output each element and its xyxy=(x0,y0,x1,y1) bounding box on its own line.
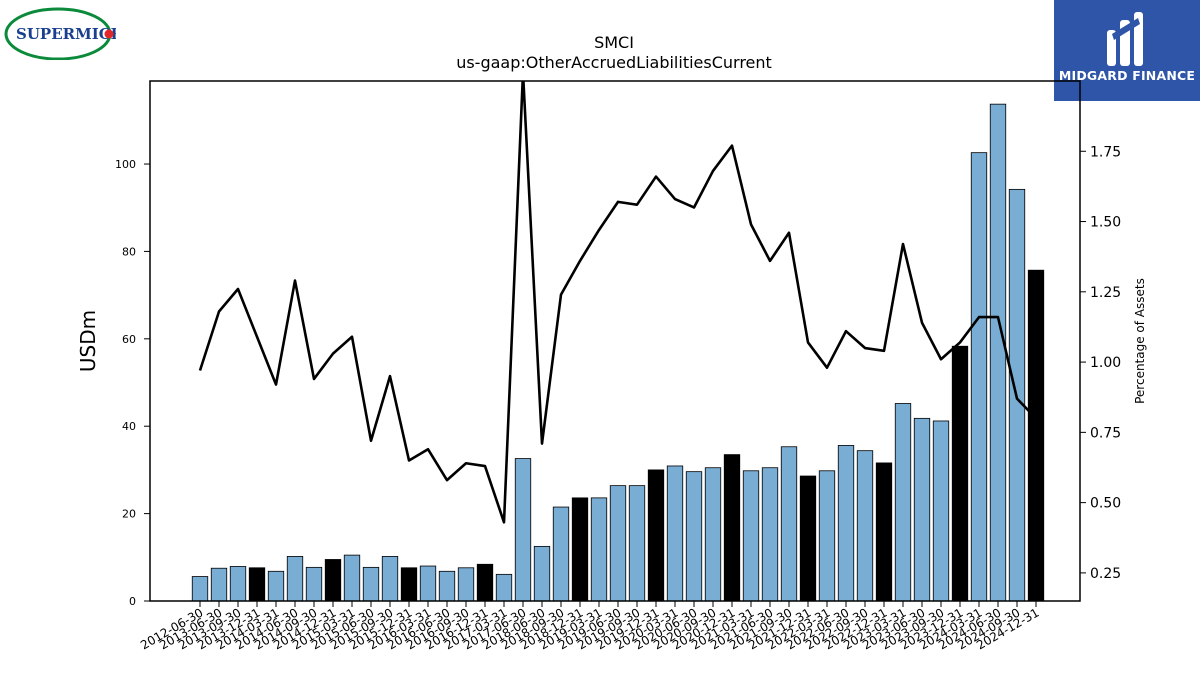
bar xyxy=(457,567,475,602)
bar xyxy=(989,103,1007,602)
bar xyxy=(191,576,209,602)
bar xyxy=(913,417,931,602)
midgard-emblem-icon xyxy=(1107,12,1143,66)
bar xyxy=(799,475,817,602)
y-axis-right: 0.25 0.50 0.75 1.00 1.25 1.50 1.75 xyxy=(1080,144,1121,582)
bar xyxy=(495,573,513,602)
y-tick-label: 60 xyxy=(122,333,136,346)
bar xyxy=(343,554,361,602)
bar xyxy=(875,462,893,602)
chart-title: SMCI xyxy=(594,33,634,52)
y2-axis-label: Percentage of Assets xyxy=(1133,278,1147,404)
y-tick-label: 40 xyxy=(122,420,136,433)
midgard-finance-logo-text: MIDGARD FINANCE xyxy=(1058,68,1196,83)
bar xyxy=(381,556,399,602)
bar xyxy=(723,454,741,602)
bar xyxy=(894,403,912,602)
bar xyxy=(305,566,323,602)
y2-tick-label: 0.25 xyxy=(1090,566,1121,582)
chart-subtitle: us-gaap:OtherAccruedLiabilitiesCurrent xyxy=(456,53,772,72)
bar xyxy=(324,559,342,602)
y-tick-label: 80 xyxy=(122,245,136,258)
y-tick-label: 0 xyxy=(129,595,136,608)
bar xyxy=(761,467,779,602)
x-axis: 2012-06-302013-06-302013-09-302013-12-31… xyxy=(138,601,1042,652)
y-axis-left: 0 20 40 60 80 100 xyxy=(115,158,150,608)
bar xyxy=(742,470,760,602)
bar xyxy=(514,458,532,602)
bar xyxy=(419,565,437,602)
bar xyxy=(951,345,969,602)
bar xyxy=(780,446,798,602)
bar xyxy=(932,420,950,602)
y2-tick-label: 1.25 xyxy=(1090,285,1121,301)
bar xyxy=(362,566,380,602)
y-tick-label: 20 xyxy=(122,508,136,521)
bar xyxy=(647,469,665,602)
bar xyxy=(571,497,589,602)
plot-frame xyxy=(149,80,1081,602)
y2-tick-label: 0.50 xyxy=(1090,496,1121,512)
bar xyxy=(286,556,304,602)
bar xyxy=(552,506,570,602)
y2-tick-label: 1.00 xyxy=(1090,355,1121,371)
bar xyxy=(438,570,456,602)
bar xyxy=(685,471,703,602)
bar xyxy=(628,485,646,602)
bar xyxy=(837,445,855,602)
bar xyxy=(609,485,627,602)
bar xyxy=(210,567,228,602)
bar xyxy=(666,465,684,602)
bar xyxy=(248,567,266,602)
bar xyxy=(970,152,988,602)
bar xyxy=(400,567,418,602)
supermicro-logo-text: SUPERMICR xyxy=(16,25,116,43)
y2-tick-label: 1.50 xyxy=(1090,215,1121,231)
bar xyxy=(533,545,551,602)
bar xyxy=(818,470,836,602)
bar xyxy=(267,570,285,602)
logo-red-dot xyxy=(104,29,114,39)
bars-group xyxy=(191,103,1045,602)
bar xyxy=(229,566,247,602)
line-group xyxy=(198,81,1037,524)
bar xyxy=(856,450,874,602)
bar xyxy=(590,497,608,602)
y-tick-label: 100 xyxy=(115,158,136,171)
midgard-finance-logo: MIDGARD FINANCE xyxy=(1054,0,1200,101)
y2-tick-label: 1.75 xyxy=(1090,144,1121,160)
bar xyxy=(704,467,722,602)
y2-tick-label: 0.75 xyxy=(1090,425,1121,441)
bar xyxy=(476,563,494,602)
y-axis-label: USDm xyxy=(76,310,100,372)
bar xyxy=(1027,269,1045,602)
supermicro-logo: SUPERMICR xyxy=(4,6,124,61)
